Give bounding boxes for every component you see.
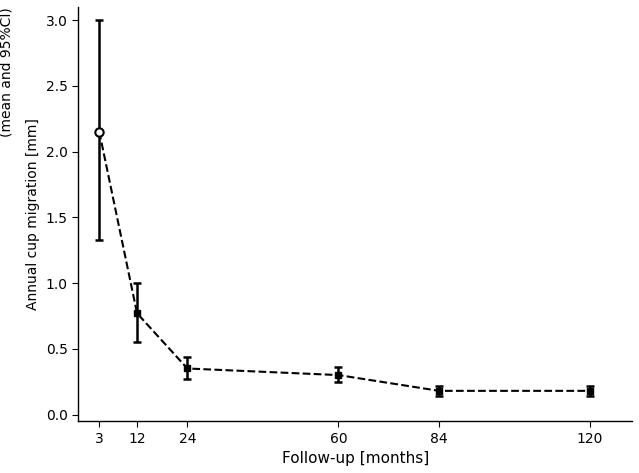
Y-axis label: Annual cup migration [mm]: Annual cup migration [mm] bbox=[26, 118, 40, 310]
Text: (mean and 95%CI): (mean and 95%CI) bbox=[0, 7, 13, 137]
X-axis label: Follow-up [months]: Follow-up [months] bbox=[282, 451, 429, 466]
